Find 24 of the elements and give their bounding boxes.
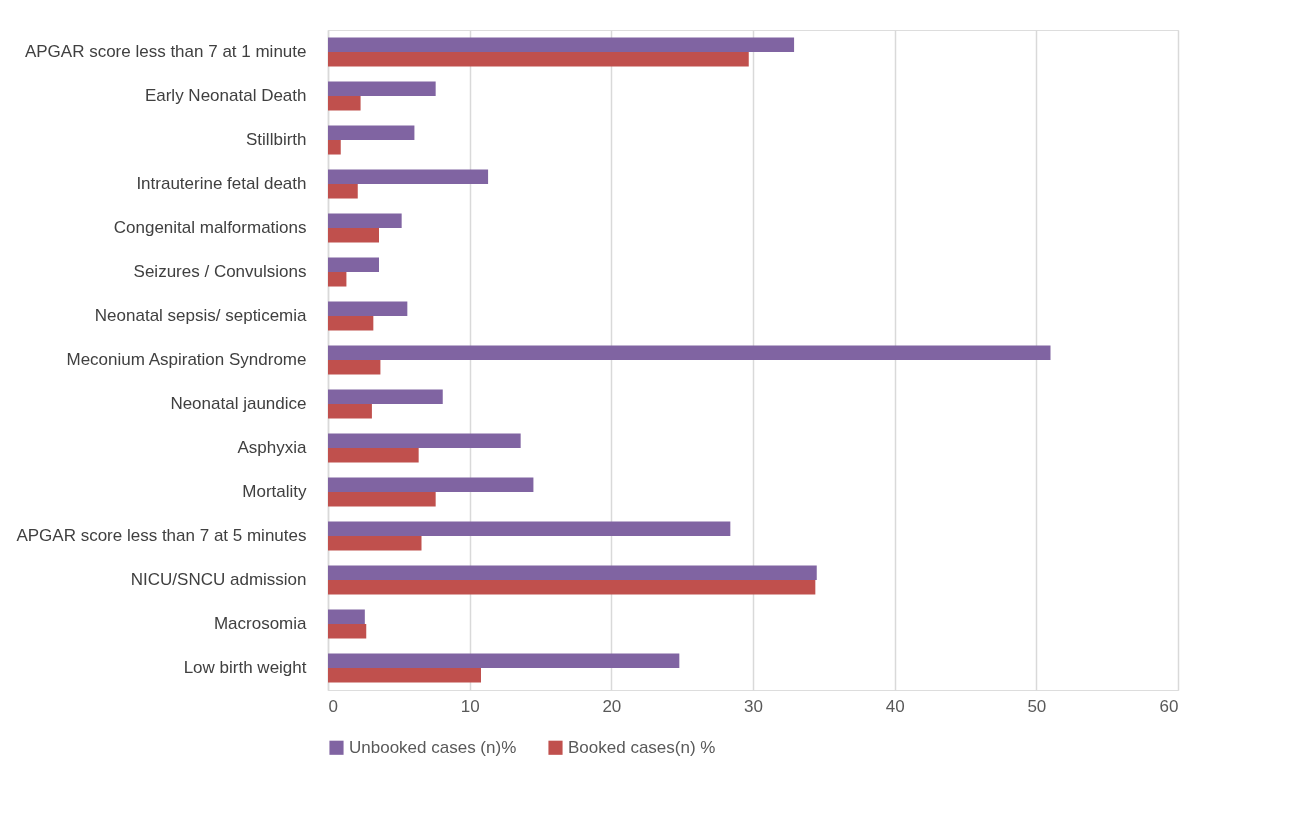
y-tick-label: APGAR score less than 7 at 1 minute: [24, 42, 307, 61]
y-tick-label: Congenital malformations: [113, 218, 307, 237]
y-tick-label: Asphyxia: [237, 438, 308, 457]
y-tick-label: Seizures / Convulsions: [133, 262, 307, 281]
x-tick-label: 60: [1159, 696, 1179, 716]
y-tick-label: Neonatal jaundice: [170, 394, 307, 413]
y-tick-label: Mortality: [242, 482, 307, 501]
y-tick-label: Stillbirth: [246, 130, 307, 149]
x-tick-label: 40: [885, 696, 905, 716]
y-tick-label: Low birth weight: [183, 658, 307, 677]
y-tick-label: Neonatal sepsis/ septicemia: [94, 306, 308, 325]
y-tick-label: Macrosomia: [213, 614, 308, 633]
y-tick-label: NICU/SNCU admission: [130, 570, 307, 589]
legend-label: Booked cases(n) %: [568, 737, 716, 757]
y-tick-label: APGAR score less than 7 at 5 minutes: [16, 526, 307, 545]
x-tick-label: 50: [1027, 696, 1047, 716]
y-tick-label: Intrauterine fetal death: [136, 174, 307, 193]
x-tick-label: 30: [744, 696, 763, 716]
y-tick-label: Meconium Aspiration Syndrome: [66, 350, 307, 369]
x-tick-label: 20: [602, 696, 622, 716]
y-tick-label: Early Neonatal Death: [144, 86, 307, 105]
legend-label: Unbooked cases (n)%: [349, 737, 517, 757]
x-tick-label: 0: [328, 696, 338, 716]
x-tick-label: 10: [460, 696, 480, 716]
